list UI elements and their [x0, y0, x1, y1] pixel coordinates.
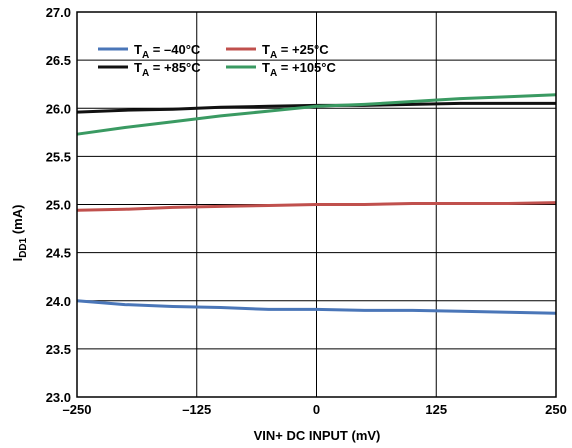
- y-tick-label: 25.5: [46, 149, 71, 164]
- legend-label-main: T: [134, 42, 142, 57]
- y-tick-label: 23.5: [46, 342, 71, 357]
- legend-label-main: T: [262, 42, 270, 57]
- plot-frame: [76, 11, 557, 398]
- legend-label: TA = –40°C: [134, 42, 201, 61]
- x-tick-label: 250: [545, 402, 567, 417]
- series-lines: [76, 93, 557, 315]
- y-axis-title-main: I: [10, 258, 25, 262]
- x-axis-title: VIN+ DC INPUT (mV): [254, 428, 381, 443]
- legend-label-main: T: [134, 60, 142, 75]
- y-axis-title: IDD1 (mA): [10, 205, 29, 262]
- x-axis-tick-labels: –250 –125 0 125 250: [63, 402, 567, 417]
- svg-text:IDD1 (mA): IDD1 (mA): [10, 205, 29, 262]
- legend-label-subscript: A: [270, 68, 277, 79]
- legend-label: TA = +105°C: [262, 60, 336, 79]
- x-tick-label: 0: [313, 402, 320, 417]
- series-line: [76, 93, 557, 136]
- legend-label: TA = +85°C: [134, 60, 201, 79]
- legend-label-rest: = +105°C: [277, 60, 336, 75]
- legend-label-subscript: A: [142, 50, 149, 61]
- y-axis-title-unit: (mA): [10, 205, 25, 238]
- x-tick-label: –125: [182, 402, 211, 417]
- legend-label-subscript: A: [142, 68, 149, 79]
- y-tick-label: 27.0: [46, 5, 71, 20]
- y-tick-label: 24.5: [46, 246, 71, 261]
- legend: TA = –40°C TA = +25°CTA = +85°C TA = +105°…: [98, 42, 336, 79]
- y-tick-label: 23.0: [46, 390, 71, 405]
- legend-label: TA = +25°C: [262, 42, 329, 61]
- legend-label-rest: = +85°C: [149, 60, 201, 75]
- legend-label-rest: = +25°C: [277, 42, 329, 57]
- series-line: [76, 201, 557, 212]
- legend-label-main: T: [262, 60, 270, 75]
- legend-label-rest: = –40°C: [149, 42, 201, 57]
- series-line: [76, 299, 557, 315]
- x-tick-label: 125: [425, 402, 447, 417]
- y-tick-label: 25.0: [46, 198, 71, 213]
- y-tick-label: 24.0: [46, 294, 71, 309]
- x-tick-label: –250: [63, 402, 92, 417]
- legend-label-subscript: A: [270, 50, 277, 61]
- y-axis-title-subscript: DD1: [18, 237, 29, 257]
- y-axis-tick-labels: 23.0 23.5 24.0 24.5 25.0 25.5 26.0 26.5 27.0: [46, 5, 71, 405]
- y-tick-label: 26.5: [46, 53, 71, 68]
- y-tick-label: 26.0: [46, 101, 71, 116]
